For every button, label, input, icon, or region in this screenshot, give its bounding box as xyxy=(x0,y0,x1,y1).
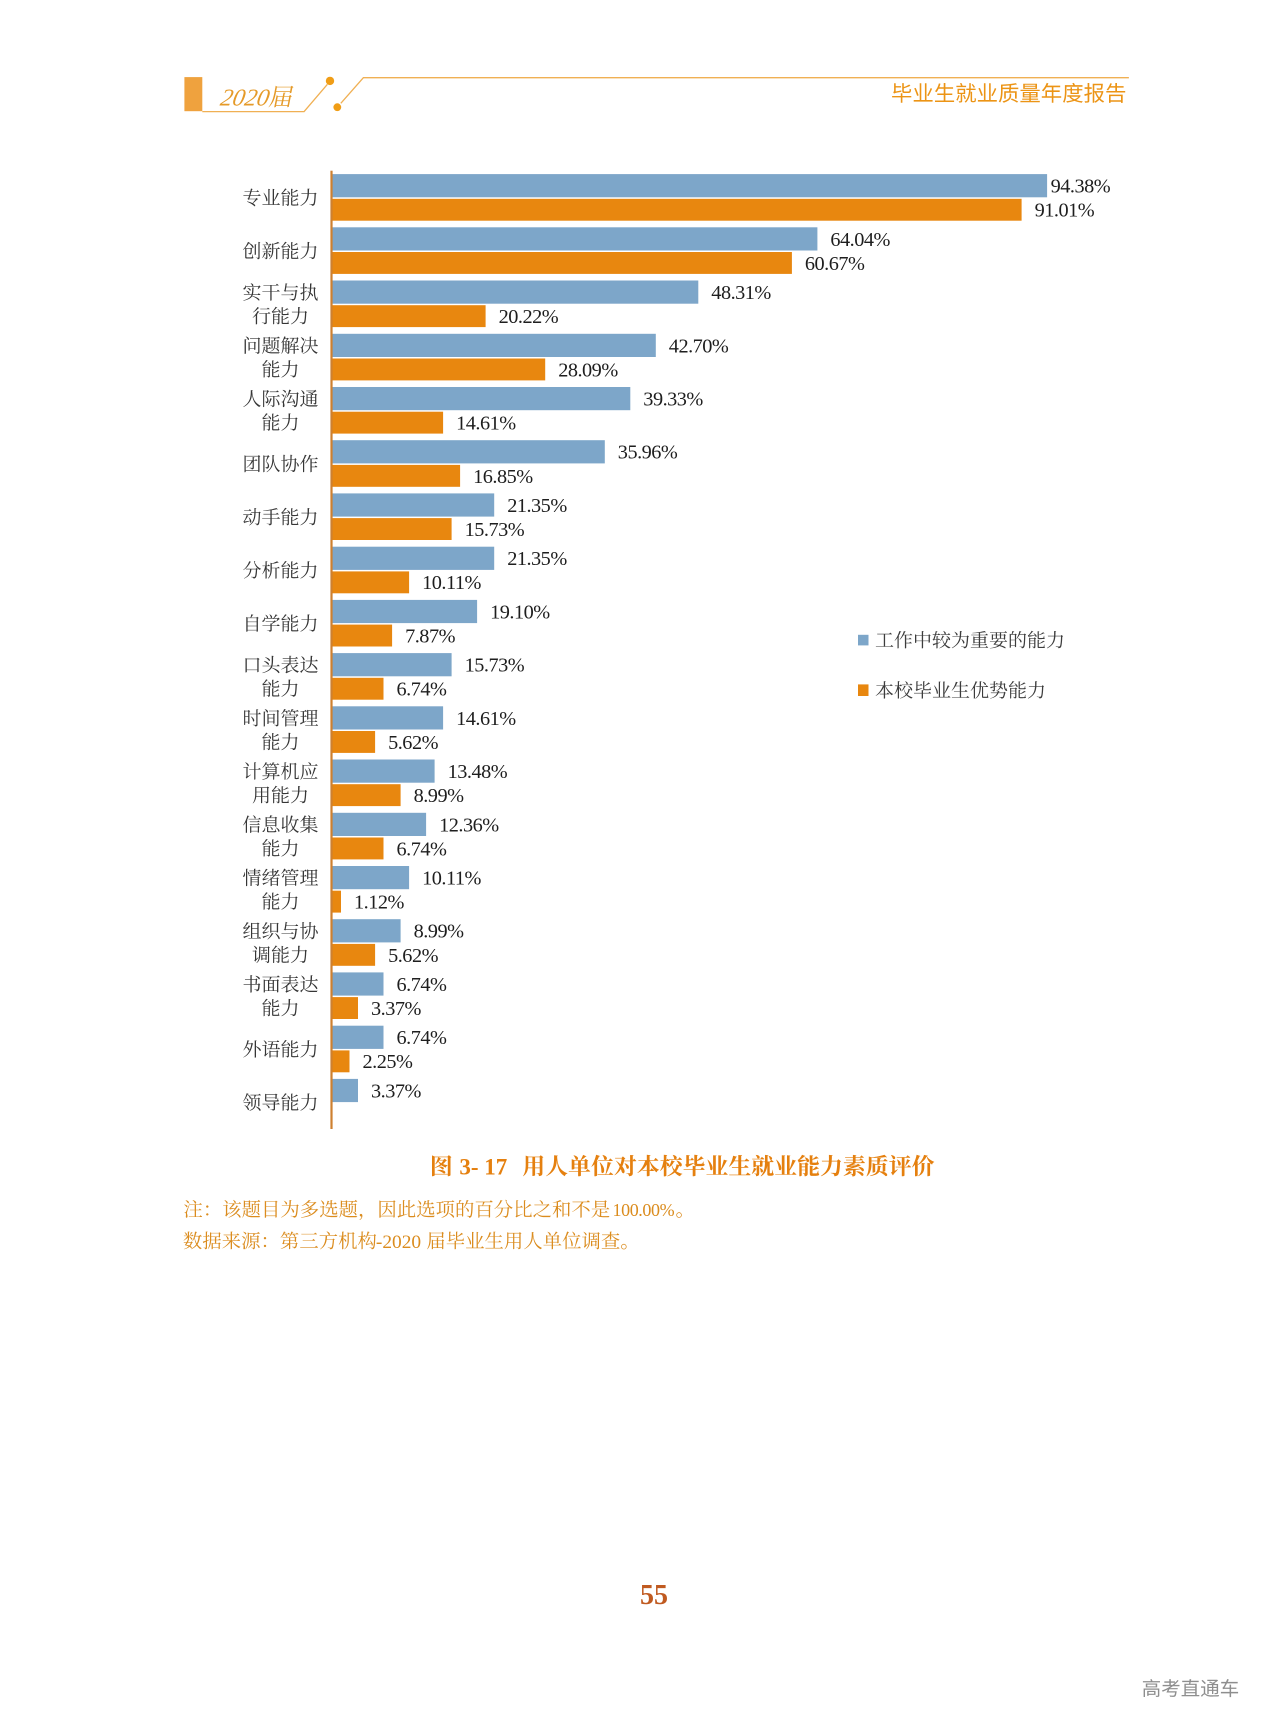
svg-text:1.12%: 1.12% xyxy=(354,892,404,914)
svg-text:15.73%: 15.73% xyxy=(465,655,525,677)
svg-text:64.04%: 64.04% xyxy=(830,229,890,251)
svg-text:3- 17: 3- 17 xyxy=(459,1155,507,1180)
svg-text:100.00%: 100.00% xyxy=(613,1200,675,1220)
svg-text:28.09%: 28.09% xyxy=(558,359,618,381)
svg-text:35.96%: 35.96% xyxy=(618,442,678,464)
svg-text:6.74%: 6.74% xyxy=(397,679,447,701)
svg-text:10.11%: 10.11% xyxy=(422,868,481,890)
svg-text:6.74%: 6.74% xyxy=(397,838,447,860)
svg-text:14.61%: 14.61% xyxy=(456,708,516,730)
svg-text:15.73%: 15.73% xyxy=(465,519,525,541)
svg-text:21.35%: 21.35% xyxy=(507,495,567,517)
svg-text:10.11%: 10.11% xyxy=(422,572,481,594)
svg-text:60.67%: 60.67% xyxy=(805,253,865,275)
svg-text:8.99%: 8.99% xyxy=(414,785,464,807)
svg-text:8.99%: 8.99% xyxy=(414,921,464,943)
svg-text:14.61%: 14.61% xyxy=(456,413,516,435)
svg-text:6.74%: 6.74% xyxy=(397,1027,447,1049)
svg-text:12.36%: 12.36% xyxy=(439,814,499,836)
svg-text:7.87%: 7.87% xyxy=(405,625,455,647)
svg-text:94.38%: 94.38% xyxy=(1051,176,1111,198)
svg-text:16.85%: 16.85% xyxy=(473,466,533,488)
svg-text:6.74%: 6.74% xyxy=(397,974,447,996)
svg-text:42.70%: 42.70% xyxy=(669,335,729,357)
svg-text:19.10%: 19.10% xyxy=(490,601,550,623)
svg-text:2.25%: 2.25% xyxy=(363,1051,413,1073)
svg-text:-2020: -2020 xyxy=(376,1232,421,1253)
svg-text:55: 55 xyxy=(640,1580,668,1611)
svg-text:91.01%: 91.01% xyxy=(1035,200,1095,222)
svg-text:5.62%: 5.62% xyxy=(388,732,438,754)
svg-text:3.37%: 3.37% xyxy=(371,998,421,1020)
svg-text:39.33%: 39.33% xyxy=(643,389,703,411)
svg-text:5.62%: 5.62% xyxy=(388,945,438,967)
svg-text:20.22%: 20.22% xyxy=(499,306,559,328)
svg-text:48.31%: 48.31% xyxy=(711,282,771,304)
svg-text:21.35%: 21.35% xyxy=(507,548,567,570)
svg-text:13.48%: 13.48% xyxy=(448,761,508,783)
svg-text:3.37%: 3.37% xyxy=(371,1080,421,1102)
